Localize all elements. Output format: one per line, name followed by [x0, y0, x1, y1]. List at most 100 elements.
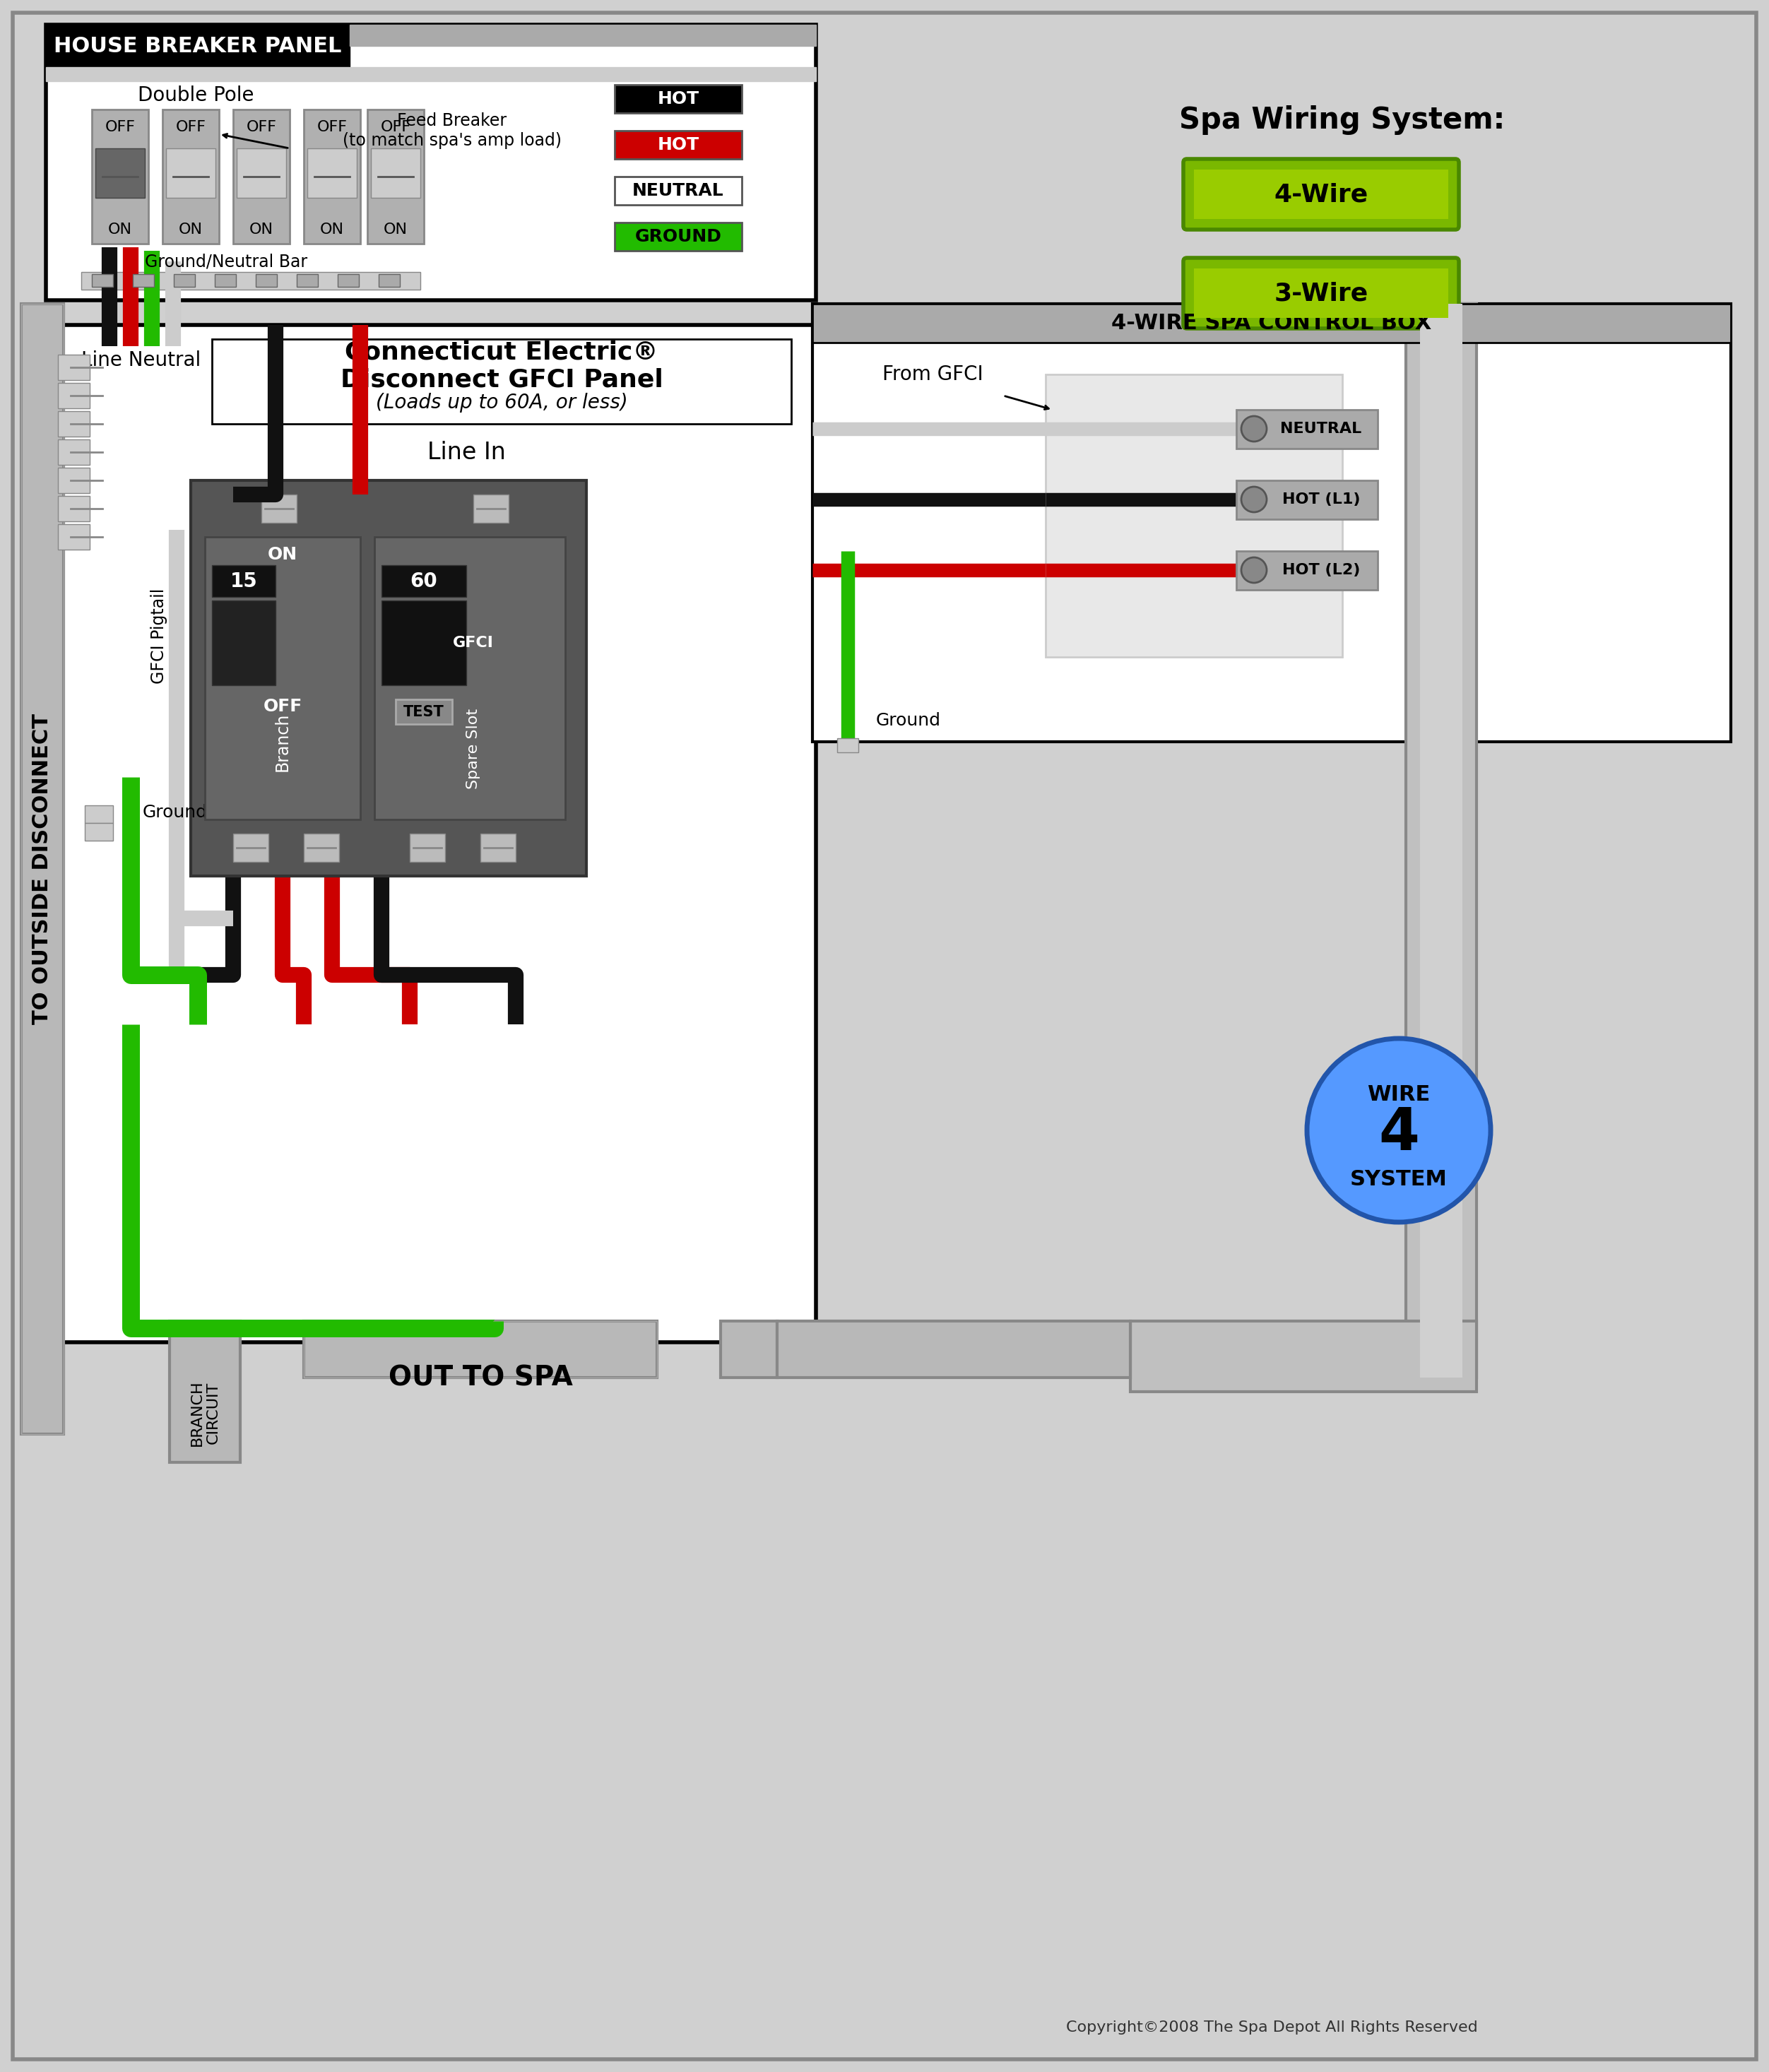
Bar — [410, 833, 446, 862]
Bar — [237, 149, 287, 197]
Bar — [92, 274, 113, 286]
Bar — [173, 274, 195, 286]
Bar — [85, 823, 113, 841]
Bar — [1237, 551, 1378, 591]
Bar — [262, 495, 297, 522]
Text: Ground: Ground — [876, 713, 941, 729]
Text: ON: ON — [384, 222, 407, 236]
Bar — [837, 738, 858, 752]
Bar — [205, 537, 361, 818]
Text: Copyright©2008 The Spa Depot All Rights Reserved: Copyright©2008 The Spa Depot All Rights … — [1065, 2020, 1477, 2035]
Text: Double Pole: Double Pole — [138, 85, 255, 106]
Bar — [58, 468, 90, 493]
Bar — [720, 1322, 777, 1378]
Bar — [812, 305, 1730, 342]
Bar — [1045, 375, 1343, 657]
Bar — [614, 131, 741, 160]
Bar — [614, 222, 741, 251]
Text: 15: 15 — [230, 572, 258, 591]
Text: Spa Wiring System:: Spa Wiring System: — [1180, 106, 1505, 135]
Bar — [46, 66, 816, 81]
Text: GROUND: GROUND — [635, 228, 722, 244]
Text: BRANCH
CIRCUIT: BRANCH CIRCUIT — [189, 1380, 219, 1446]
Text: Ground/Neutral Bar: Ground/Neutral Bar — [145, 253, 308, 269]
Text: GFCI Pigtail: GFCI Pigtail — [150, 588, 168, 684]
Bar — [163, 110, 219, 244]
Bar — [375, 537, 564, 818]
Text: From GFCI: From GFCI — [883, 365, 984, 383]
Bar — [379, 274, 400, 286]
Bar — [1406, 305, 1477, 1378]
Bar — [338, 274, 359, 286]
Text: (Loads up to 60A, or less): (Loads up to 60A, or less) — [375, 394, 628, 412]
Text: 4: 4 — [1378, 1104, 1419, 1162]
Text: ON: ON — [320, 222, 343, 236]
Bar — [382, 601, 467, 686]
Bar — [368, 110, 425, 244]
Bar — [58, 383, 90, 408]
FancyBboxPatch shape — [1183, 160, 1459, 230]
Bar — [46, 325, 816, 1343]
Bar — [257, 274, 278, 286]
Bar — [58, 439, 90, 464]
Text: HOT (L2): HOT (L2) — [1283, 564, 1360, 578]
Bar — [812, 305, 1730, 742]
Bar — [191, 481, 586, 876]
Text: Branch: Branch — [274, 713, 292, 771]
Text: ON: ON — [108, 222, 133, 236]
Bar — [382, 566, 467, 597]
Bar — [304, 833, 340, 862]
Bar — [350, 25, 816, 46]
Bar — [304, 1322, 656, 1378]
Circle shape — [1242, 487, 1267, 512]
Text: 4-WIRE SPA CONTROL BOX: 4-WIRE SPA CONTROL BOX — [1111, 313, 1431, 334]
Bar — [133, 274, 154, 286]
Text: HOT: HOT — [658, 91, 699, 108]
Bar — [304, 1322, 656, 1378]
Bar — [1130, 1322, 1477, 1392]
Text: TEST: TEST — [403, 704, 444, 719]
Text: Ground: Ground — [143, 804, 207, 821]
Bar — [46, 25, 816, 300]
Text: HOUSE BREAKER PANEL: HOUSE BREAKER PANEL — [53, 35, 341, 56]
Text: HOT (L1): HOT (L1) — [1283, 493, 1360, 506]
Text: TO OUTSIDE DISCONNECT: TO OUTSIDE DISCONNECT — [32, 713, 53, 1024]
Bar — [777, 1322, 1130, 1378]
Bar — [21, 305, 64, 1434]
Text: ON: ON — [179, 222, 203, 236]
Circle shape — [1307, 1038, 1491, 1222]
Text: OUT TO SPA: OUT TO SPA — [387, 1363, 573, 1390]
Text: ON: ON — [249, 222, 274, 236]
Bar — [21, 305, 64, 1434]
Bar — [212, 601, 276, 686]
Text: HOT: HOT — [658, 137, 699, 153]
Bar — [212, 340, 791, 425]
Bar — [481, 833, 517, 862]
Text: 3-Wire: 3-Wire — [1274, 282, 1367, 305]
Bar — [1237, 410, 1378, 450]
Bar — [85, 806, 113, 823]
Text: OFF: OFF — [264, 698, 302, 715]
Bar — [297, 274, 318, 286]
Bar — [1237, 481, 1378, 520]
Text: Spare Slot: Spare Slot — [467, 709, 481, 789]
Bar — [58, 524, 90, 549]
Text: OFF: OFF — [175, 120, 205, 135]
Text: Line In: Line In — [426, 441, 506, 464]
Text: Line Neutral: Line Neutral — [81, 350, 202, 371]
Bar — [371, 149, 421, 197]
Text: ON: ON — [267, 547, 297, 564]
Text: WIRE: WIRE — [1367, 1086, 1431, 1104]
Bar — [92, 110, 149, 244]
Bar — [308, 149, 357, 197]
Bar — [474, 495, 509, 522]
Text: GFCI: GFCI — [453, 636, 494, 651]
Bar — [396, 700, 453, 723]
Bar — [212, 566, 276, 597]
Text: Connecticut Electric®
Disconnect GFCI Panel: Connecticut Electric® Disconnect GFCI Pa… — [340, 340, 663, 392]
Text: NEUTRAL: NEUTRAL — [633, 182, 724, 199]
Text: OFF: OFF — [246, 120, 276, 135]
Bar — [170, 1322, 241, 1463]
Text: OFF: OFF — [380, 120, 410, 135]
Circle shape — [1242, 557, 1267, 582]
